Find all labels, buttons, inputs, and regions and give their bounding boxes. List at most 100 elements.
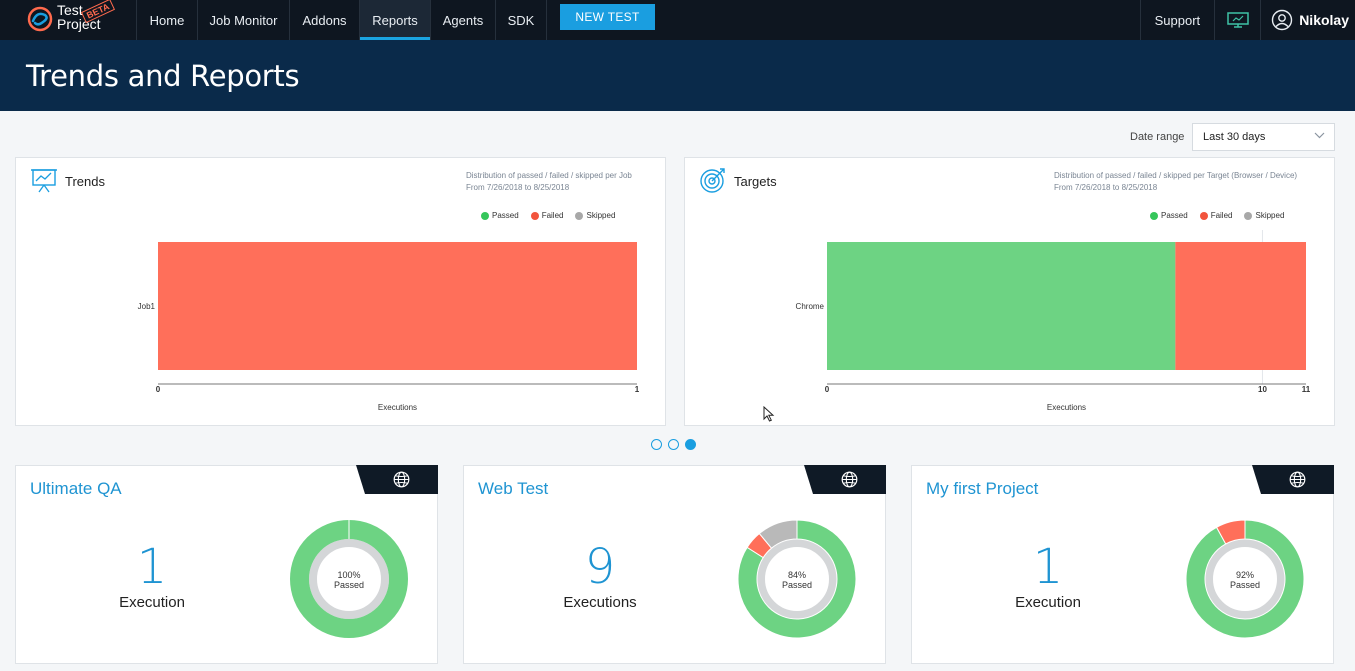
trends-legend: Passed Failed Skipped <box>469 211 615 220</box>
globe-icon <box>1289 471 1305 488</box>
nav-agents[interactable]: Agents <box>431 0 496 40</box>
project-card[interactable]: Web Test 9 Executions 84% Passed <box>463 465 886 664</box>
targets-subtitle-line1: Distribution of passed / failed / skippe… <box>1054 171 1298 180</box>
execution-label: Execution <box>119 594 185 611</box>
legend-skipped[interactable]: Skipped <box>575 211 615 220</box>
nav-addons[interactable]: Addons <box>290 0 360 40</box>
legend-dot-failed <box>1199 211 1208 220</box>
pass-rate-donut: 84%Passed <box>737 519 857 639</box>
project-card[interactable]: Ultimate QA 1 Execution 100% Passed <box>15 465 438 664</box>
bar-segment-failed <box>1175 242 1306 370</box>
legend-dot-failed <box>530 211 539 220</box>
targets-subtitle: Distribution of passed / failed / skippe… <box>1054 170 1297 194</box>
targets-card: Targets Distribution of passed / failed … <box>684 157 1335 426</box>
legend-skipped[interactable]: Skipped <box>1244 211 1284 220</box>
execution-label: Executions <box>563 594 637 611</box>
execution-count: 1 <box>1032 539 1064 595</box>
execution-count: 9 <box>584 539 616 595</box>
donut-center <box>318 548 380 610</box>
legend-dot-passed <box>1150 211 1158 220</box>
nav-reports[interactable]: Reports <box>360 0 431 40</box>
mouse-cursor-icon <box>763 406 775 422</box>
logo[interactable]: Test Project BETA <box>0 0 137 40</box>
pass-rate-donut: 92%Passed <box>1185 519 1305 639</box>
x-tick-label: 10 <box>1258 385 1267 394</box>
donut-segment-skipped <box>758 519 798 549</box>
nav-sdk[interactable]: SDK <box>496 0 547 40</box>
date-range-select[interactable]: Last 30 days <box>1192 123 1335 151</box>
legend-dot-skipped <box>575 211 584 220</box>
category-label: Chrome <box>796 302 825 311</box>
inner-ring <box>309 539 389 619</box>
globe-button[interactable] <box>356 465 438 494</box>
user-circle-icon <box>1271 9 1293 31</box>
user-menu[interactable]: Nikolay <box>1260 0 1355 40</box>
trends-card: Trends Distribution of passed / failed /… <box>15 157 666 426</box>
trends-subtitle: Distribution of passed / failed / skippe… <box>466 170 632 194</box>
globe-icon <box>393 471 409 488</box>
pager-dot-3[interactable] <box>685 439 696 450</box>
legend-label: Skipped <box>586 211 616 220</box>
trends-chart: Job1 0 1 Executions <box>138 242 640 412</box>
page-title: Trends and Reports <box>26 59 300 93</box>
project-title[interactable]: Ultimate QA <box>30 479 122 498</box>
legend-label: Failed <box>541 211 564 220</box>
donut-percent: 84% <box>788 570 806 580</box>
legend-dot-passed <box>481 211 489 220</box>
donut-caption: Passed <box>334 580 364 590</box>
x-tick-label: 0 <box>825 385 830 394</box>
legend-failed[interactable]: Failed <box>1199 211 1233 220</box>
targets-legend: Passed Failed Skipped <box>1138 211 1284 220</box>
monitor-button[interactable] <box>1214 0 1260 40</box>
donut-center <box>1214 548 1276 610</box>
legend-label: Passed <box>492 211 519 220</box>
globe-button[interactable] <box>804 465 886 494</box>
new-test-button[interactable]: NEW TEST <box>560 4 655 30</box>
monitor-icon <box>1226 12 1249 28</box>
carousel-pager <box>651 439 702 450</box>
donut-segment-failed <box>1215 519 1246 545</box>
bar-segment-passed <box>827 242 1176 370</box>
target-icon <box>700 168 725 193</box>
donut-segment-passed <box>737 519 857 639</box>
trends-title: Trends <box>65 174 105 189</box>
trends-subtitle-line1: Distribution of passed / failed / skippe… <box>466 171 632 180</box>
project-title[interactable]: My first Project <box>926 479 1039 498</box>
x-tick-label: 1 <box>635 385 640 394</box>
project-title[interactable]: Web Test <box>478 479 549 498</box>
legend-failed[interactable]: Failed <box>530 211 564 220</box>
execution-count: 1 <box>136 539 168 595</box>
legend-passed[interactable]: Passed <box>481 211 519 220</box>
logo-text-test: Test <box>57 2 83 18</box>
x-axis-label: Executions <box>1047 403 1086 412</box>
project-card[interactable]: My first Project 1 Execution 92% Passed <box>911 465 1334 664</box>
globe-icon <box>841 471 857 488</box>
legend-dot-skipped <box>1244 211 1253 220</box>
top-nav: Test Project BETA Home Job Monitor Addon… <box>0 0 1355 40</box>
chevron-down-icon <box>1314 132 1325 139</box>
targets-title: Targets <box>734 174 777 189</box>
legend-label: Skipped <box>1255 211 1285 220</box>
execution-label: Execution <box>1015 594 1081 611</box>
logo-text-project: Project <box>57 16 101 32</box>
targets-subtitle-line2: From 7/26/2018 to 8/25/2018 <box>1054 183 1158 192</box>
inner-ring <box>757 539 837 619</box>
nav-right: Support Nikolay <box>1139 0 1355 40</box>
pager-dot-1[interactable] <box>651 439 662 450</box>
legend-label: Passed <box>1161 211 1188 220</box>
date-range-value: Last 30 days <box>1203 131 1266 143</box>
targets-chart: Chrome 0 10 11 Executions <box>796 230 1311 412</box>
donut-segment-passed <box>1185 519 1305 639</box>
legend-passed[interactable]: Passed <box>1150 211 1188 220</box>
username: Nikolay <box>1299 12 1349 28</box>
x-tick-label: 11 <box>1302 385 1311 394</box>
nav-job-monitor[interactable]: Job Monitor <box>198 0 290 40</box>
donut-caption: Passed <box>782 580 812 590</box>
date-range-label: Date range <box>1130 131 1185 143</box>
legend-label: Failed <box>1210 211 1233 220</box>
globe-button[interactable] <box>1252 465 1334 494</box>
page-header: Trends and Reports <box>0 40 1355 111</box>
pager-dot-2[interactable] <box>668 439 679 450</box>
support-link[interactable]: Support <box>1139 0 1215 40</box>
nav-home[interactable]: Home <box>137 0 198 40</box>
